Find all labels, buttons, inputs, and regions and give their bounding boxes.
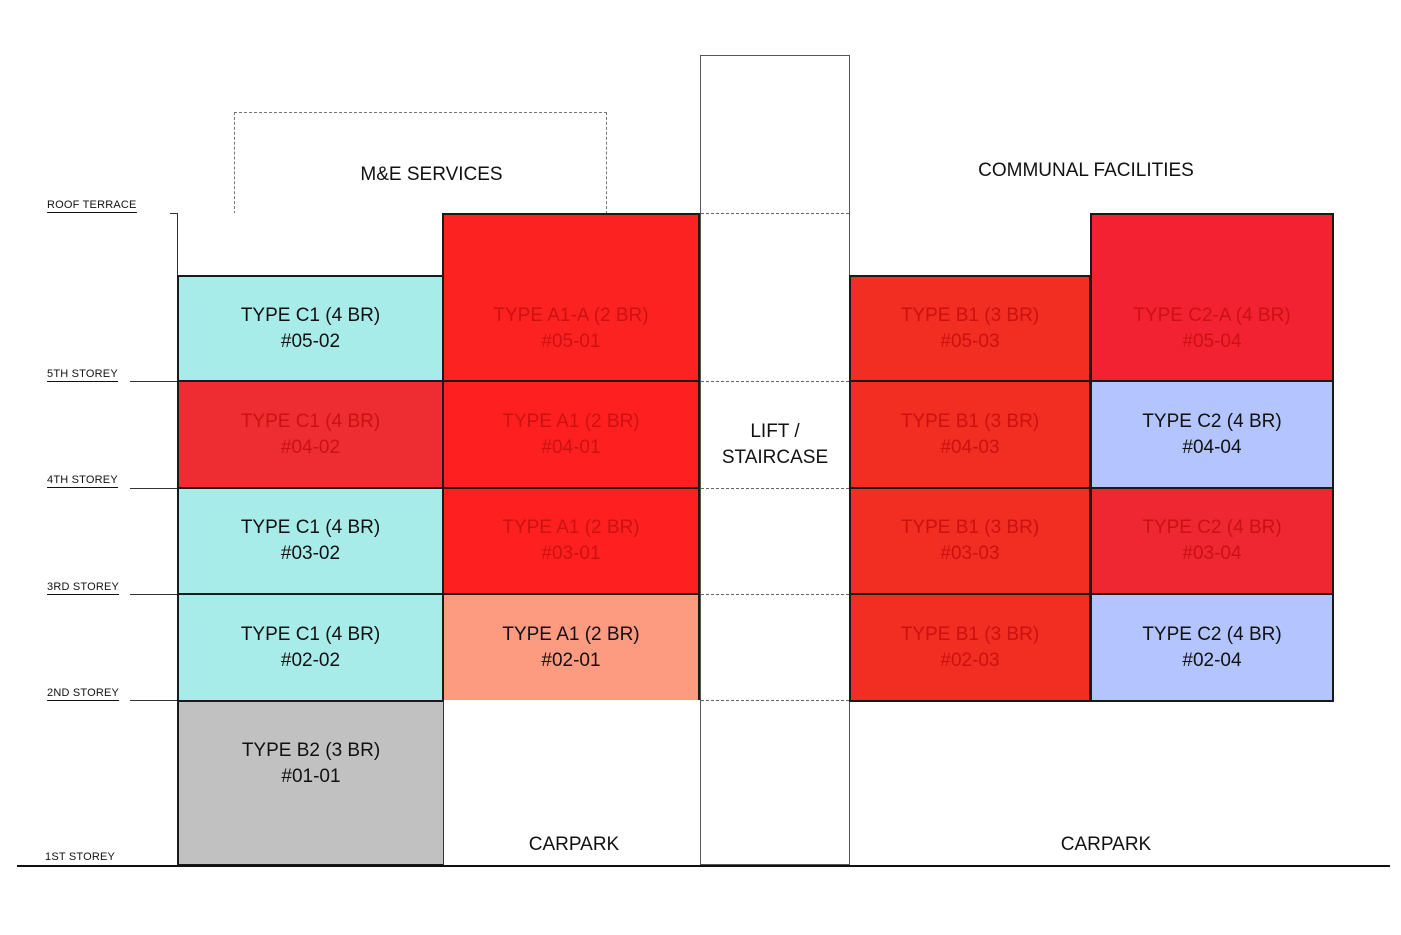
level-label-2: 2ND STOREY xyxy=(47,687,120,701)
unit-04-04[interactable]: TYPE C2 (4 BR) #04-04 xyxy=(1090,380,1334,489)
level-label-5: 5TH STOREY xyxy=(47,368,118,382)
ground-line xyxy=(17,865,1390,867)
unit-number: #01-01 xyxy=(281,766,341,787)
unit-number: #03-01 xyxy=(541,543,601,564)
unit-type: TYPE C2 (4 BR) xyxy=(1142,410,1282,432)
unit-number: #02-01 xyxy=(541,649,601,671)
unit-number: #04-04 xyxy=(1182,436,1242,458)
unit-number: #05-02 xyxy=(280,330,341,352)
lift-level-dash-3 xyxy=(701,594,849,595)
level-label-2-text: 2ND STOREY xyxy=(47,687,120,701)
roof-empty-cell-right xyxy=(850,213,1091,277)
lift-label-line-2: STAIRCASE xyxy=(721,447,829,468)
level-4-line xyxy=(130,488,178,489)
unit-type: TYPE A1 (2 BR) xyxy=(502,517,640,538)
unit-type: TYPE B1 (3 BR) xyxy=(900,304,1040,326)
unit-03-02[interactable]: TYPE C1 (4 BR) #03-02 xyxy=(177,487,444,595)
roof-empty-cell-left xyxy=(177,213,444,277)
unit-02-04[interactable]: TYPE C2 (4 BR) #02-04 xyxy=(1090,593,1334,702)
unit-03-03[interactable]: TYPE B1 (3 BR) #03-03 xyxy=(849,487,1091,595)
unit-05-03[interactable]: TYPE B1 (3 BR) #05-03 xyxy=(849,275,1091,382)
unit-type: TYPE B2 (3 BR) xyxy=(241,740,381,761)
level-label-1: 1ST STOREY xyxy=(45,851,115,863)
unit-number: #05-01 xyxy=(541,330,601,352)
lift-label-line-1: LIFT / xyxy=(750,421,800,442)
unit-type: TYPE A1 (2 BR) xyxy=(502,623,640,645)
unit-type: TYPE C2 (4 BR) xyxy=(1142,623,1282,645)
lift-staircase-core: LIFT / STAIRCASE xyxy=(700,55,850,865)
unit-02-01[interactable]: TYPE A1 (2 BR) #02-01 xyxy=(442,593,700,702)
unit-type: TYPE A1 (2 BR) xyxy=(502,410,640,432)
carpark-left-area xyxy=(443,700,700,866)
lift-staircase-label: LIFT / STAIRCASE xyxy=(722,419,828,471)
level-label-3-text: 3RD STOREY xyxy=(47,581,120,595)
lift-level-dash-roof xyxy=(701,213,849,214)
unit-type: TYPE C1 (4 BR) xyxy=(240,517,381,538)
communal-facilities-label: COMMUNAL FACILITIES xyxy=(978,160,1194,181)
unit-number: #03-04 xyxy=(1182,543,1242,564)
unit-number: #05-04 xyxy=(1182,330,1242,352)
unit-number: #05-03 xyxy=(940,330,1000,352)
me-services-area xyxy=(234,112,607,214)
unit-03-04[interactable]: TYPE C2 (4 BR) #03-04 xyxy=(1090,487,1334,595)
unit-type: TYPE C2 (4 BR) xyxy=(1142,517,1282,538)
level-3-line xyxy=(130,594,178,595)
carpark-left-label: CARPARK xyxy=(528,834,620,855)
unit-05-04[interactable]: TYPE C2-A (4 BR) #05-04 xyxy=(1090,213,1334,382)
lift-level-dash-4 xyxy=(701,488,849,489)
me-services-label: M&E SERVICES xyxy=(360,164,503,185)
unit-number: #04-01 xyxy=(541,436,601,458)
unit-05-02[interactable]: TYPE C1 (4 BR) #05-02 xyxy=(177,275,444,382)
unit-number: #02-03 xyxy=(940,649,1000,671)
unit-type: TYPE C1 (4 BR) xyxy=(240,410,381,432)
level-5-line xyxy=(130,381,178,382)
unit-02-02[interactable]: TYPE C1 (4 BR) #02-02 xyxy=(177,593,444,702)
unit-number: #02-02 xyxy=(280,649,341,671)
lift-level-dash-5 xyxy=(701,381,849,382)
unit-01-01[interactable]: TYPE B2 (3 BR) #01-01 xyxy=(177,700,445,866)
unit-type: TYPE B1 (3 BR) xyxy=(900,623,1040,645)
unit-type: TYPE B1 (3 BR) xyxy=(900,410,1040,432)
lift-level-dash-2 xyxy=(701,700,849,701)
level-label-3: 3RD STOREY xyxy=(47,581,120,595)
unit-04-01[interactable]: TYPE A1 (2 BR) #04-01 xyxy=(442,380,700,489)
level-label-4: 4TH STOREY xyxy=(47,474,118,488)
unit-02-03[interactable]: TYPE B1 (3 BR) #02-03 xyxy=(849,593,1091,702)
unit-number: #02-04 xyxy=(1182,649,1242,671)
level-label-1-text: 1ST STOREY xyxy=(45,851,116,863)
level-label-roof: ROOF TERRACE xyxy=(47,199,137,213)
unit-03-01[interactable]: TYPE A1 (2 BR) #03-01 xyxy=(442,487,700,595)
unit-number: #03-02 xyxy=(280,543,341,564)
level-label-5-text: 5TH STOREY xyxy=(47,368,118,382)
unit-number: #04-02 xyxy=(280,436,341,458)
unit-04-03[interactable]: TYPE B1 (3 BR) #04-03 xyxy=(849,380,1091,489)
level-label-roof-text: ROOF TERRACE xyxy=(47,199,137,213)
unit-type: TYPE C1 (4 BR) xyxy=(240,623,381,645)
unit-type: TYPE C2-A (4 BR) xyxy=(1133,304,1291,326)
unit-05-01[interactable]: TYPE A1-A (2 BR) #05-01 xyxy=(442,213,700,382)
unit-type: TYPE A1-A (2 BR) xyxy=(493,304,649,326)
level-2-line xyxy=(130,700,178,701)
unit-number: #03-03 xyxy=(940,543,1000,564)
carpark-right-label: CARPARK xyxy=(1060,834,1152,855)
unit-04-02[interactable]: TYPE C1 (4 BR) #04-02 xyxy=(177,380,444,489)
unit-type: TYPE B1 (3 BR) xyxy=(900,517,1040,538)
unit-type: TYPE C1 (4 BR) xyxy=(240,304,381,326)
level-label-4-text: 4TH STOREY xyxy=(47,474,118,488)
unit-number: #04-03 xyxy=(940,436,1000,458)
